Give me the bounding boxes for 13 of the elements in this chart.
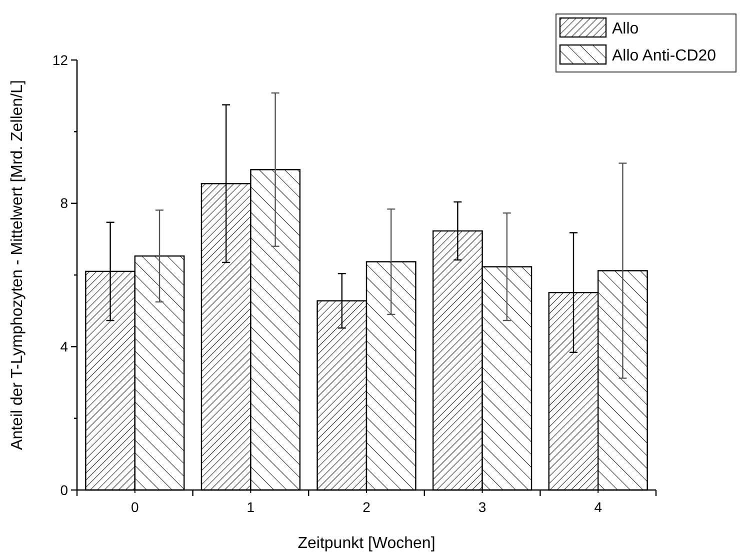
y-tick-label: 12	[52, 52, 68, 68]
x-tick-label: 4	[594, 499, 602, 515]
x-tick-label: 1	[246, 499, 255, 515]
x-tick-label: 2	[362, 499, 371, 515]
legend-label: Allo Anti-CD20	[612, 48, 716, 65]
x-tick-label: 3	[478, 499, 486, 515]
x-axis-title: Zeitpunkt [Wochen]	[298, 535, 436, 552]
x-tick-label: 0	[131, 499, 139, 515]
y-tick-label: 0	[60, 482, 68, 498]
y-tick-label: 8	[60, 195, 68, 212]
y-axis-title: Anteil der T-Lymphozyten - Mittelwert [Mrd. Zellen/L]	[9, 80, 26, 450]
y-tick-label: 4	[60, 338, 68, 355]
legend-label: Allo	[612, 20, 639, 38]
